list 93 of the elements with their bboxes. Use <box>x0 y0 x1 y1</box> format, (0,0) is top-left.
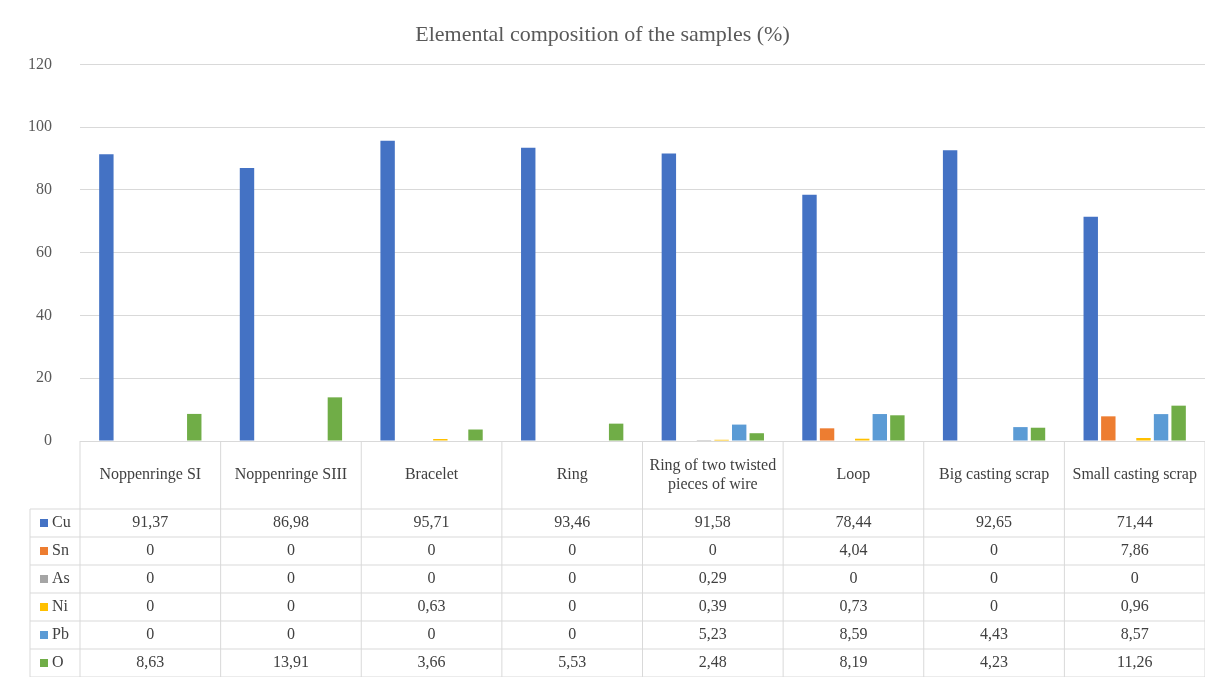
legend-label: Sn <box>52 541 69 559</box>
data-label: 91,37 <box>132 513 169 531</box>
data-label: 4,04 <box>839 541 868 559</box>
data-label: 78,44 <box>835 513 872 531</box>
legend-label: As <box>52 569 70 587</box>
data-label: 0 <box>286 625 295 643</box>
data-label: 0 <box>146 541 155 559</box>
data-label: 86,98 <box>272 513 309 531</box>
bar <box>802 194 817 441</box>
bar <box>1083 216 1098 441</box>
bar <box>99 154 114 441</box>
data-label: 8,59 <box>839 625 868 643</box>
bar <box>468 429 483 441</box>
bar <box>819 428 835 441</box>
data-label: 4,23 <box>980 653 1009 671</box>
data-label: 0 <box>568 569 577 587</box>
data-label: 0 <box>427 569 436 587</box>
x-tick-label: Big casting scrap <box>938 465 1050 484</box>
data-label: 0 <box>286 597 295 615</box>
data-label: 0 <box>990 541 999 559</box>
data-label: 0 <box>427 625 436 643</box>
bar <box>327 397 343 441</box>
y-tick-label: 80 <box>36 180 52 198</box>
legend-label: Ni <box>52 597 69 615</box>
data-label: 0,63 <box>417 597 446 615</box>
data-label: 3,66 <box>417 653 446 671</box>
data-label: 0 <box>849 569 858 587</box>
data-label: 0 <box>990 597 999 615</box>
data-label: 8,63 <box>136 653 165 671</box>
x-tick-label: Ring of two twisted pieces of wire <box>649 455 777 493</box>
bar <box>942 150 958 441</box>
data-label: 0 <box>286 541 295 559</box>
bar <box>731 424 747 441</box>
data-label: 11,26 <box>1116 653 1153 671</box>
x-tick-label: Noppenringe SIII <box>234 465 348 484</box>
data-label: 0,29 <box>698 569 727 587</box>
data-label: 5,53 <box>558 653 587 671</box>
bar <box>1153 414 1169 441</box>
bar <box>380 140 395 441</box>
data-label: 92,65 <box>976 513 1013 531</box>
data-label: 0,39 <box>698 597 727 615</box>
bar <box>890 415 905 441</box>
data-label: 0 <box>568 597 577 615</box>
bar <box>1013 427 1028 441</box>
x-tick-label: Bracelet <box>404 465 459 483</box>
data-label: 13,91 <box>272 653 309 671</box>
data-label: 5,23 <box>698 625 727 643</box>
bar <box>1030 427 1046 441</box>
legend-label: Pb <box>52 625 69 643</box>
bar <box>749 433 764 441</box>
y-tick-label: 100 <box>28 117 52 135</box>
bar <box>521 147 536 441</box>
data-label: 0 <box>708 541 717 559</box>
y-tick-label: 120 <box>28 54 52 72</box>
bar <box>1171 405 1186 441</box>
data-label: 0 <box>286 569 295 587</box>
data-label: 0,73 <box>839 597 868 615</box>
y-tick-label: 60 <box>36 242 52 260</box>
data-label: 0 <box>146 625 155 643</box>
data-label: 0 <box>146 569 155 587</box>
data-label: 0 <box>990 569 999 587</box>
bar <box>608 423 624 441</box>
data-label: 0 <box>568 625 577 643</box>
data-label: 0 <box>146 597 155 615</box>
y-tick-label: 40 <box>36 305 52 323</box>
data-label: 0 <box>1130 569 1139 587</box>
bar <box>187 413 202 441</box>
x-tick-label: Small casting scrap <box>1072 465 1197 484</box>
data-label: 4,43 <box>980 625 1009 643</box>
y-tick-label: 0 <box>44 431 52 449</box>
legend-label: O <box>52 653 64 671</box>
data-label: 93,46 <box>554 513 591 531</box>
data-label: 95,71 <box>413 513 450 531</box>
data-label: 8,19 <box>839 653 868 671</box>
data-label: 71,44 <box>1116 513 1153 531</box>
x-tick-label: Loop <box>836 465 871 484</box>
data-label: 7,86 <box>1120 541 1149 559</box>
y-tick-label: 20 <box>36 368 52 386</box>
bar <box>239 168 255 441</box>
data-label: 91,58 <box>694 513 731 531</box>
chart-title: Elemental composition of the samples (%) <box>415 20 790 46</box>
bar <box>1136 437 1151 441</box>
data-label: 0 <box>427 541 436 559</box>
bar <box>661 153 677 441</box>
x-tick-label: Ring <box>556 465 588 484</box>
data-label: 8,57 <box>1120 625 1149 643</box>
x-tick-label: Noppenringe SI <box>99 465 202 484</box>
bar <box>1101 416 1116 441</box>
data-label: 2,48 <box>698 653 727 671</box>
bar <box>872 414 888 441</box>
data-label: 0,96 <box>1120 597 1149 615</box>
legend-label: Cu <box>52 513 71 531</box>
data-label: 0 <box>568 541 577 559</box>
